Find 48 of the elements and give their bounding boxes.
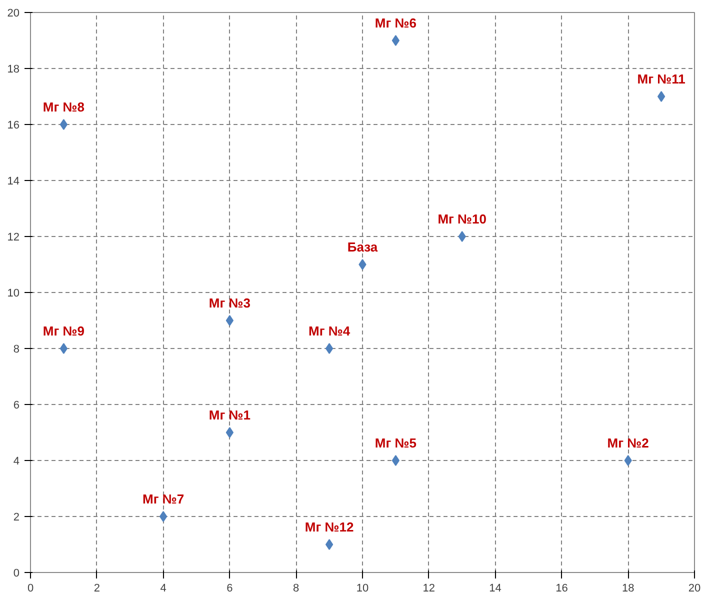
x-tick-label: 6 bbox=[226, 582, 233, 594]
x-tick-label: 8 bbox=[293, 582, 300, 594]
y-tick-label: 0 bbox=[13, 568, 20, 580]
point bbox=[657, 91, 666, 102]
y-tick-label: 20 bbox=[7, 8, 20, 20]
x-tick-label: 20 bbox=[688, 582, 701, 594]
annotation: Мг №11 bbox=[637, 72, 686, 86]
x-tick-label: 4 bbox=[160, 582, 166, 594]
point bbox=[159, 511, 168, 522]
annotation: Мг №4 bbox=[308, 324, 351, 338]
annotation: Мг №10 bbox=[438, 212, 487, 226]
y-tick-label: 6 bbox=[13, 400, 20, 412]
annotation: Мг №9 bbox=[42, 324, 84, 338]
x-tick-label: 14 bbox=[489, 582, 502, 594]
y-tick-label: 18 bbox=[7, 64, 20, 76]
y-tick-label: 10 bbox=[7, 288, 20, 300]
point bbox=[392, 455, 400, 466]
point bbox=[458, 231, 466, 242]
annotation: Мг №2 bbox=[607, 436, 649, 450]
annotation: Мг №5 bbox=[374, 436, 416, 450]
y-tick-label: 4 bbox=[13, 456, 20, 468]
point bbox=[325, 343, 334, 354]
y-tick-label: 8 bbox=[13, 344, 20, 356]
annotation: Мг №6 bbox=[374, 16, 416, 30]
annotation: Мг №1 bbox=[208, 408, 250, 422]
point bbox=[325, 539, 334, 550]
point bbox=[60, 343, 68, 354]
x-tick-label: 2 bbox=[94, 582, 100, 594]
x-tick-label: 0 bbox=[27, 582, 34, 594]
x-tick-label: 16 bbox=[556, 582, 568, 594]
point bbox=[392, 35, 400, 46]
y-tick-label: 2 bbox=[13, 512, 20, 524]
y-tick-label: 16 bbox=[7, 120, 20, 132]
annotation: База bbox=[347, 240, 378, 254]
annotation: Мг №12 bbox=[304, 520, 354, 534]
point bbox=[226, 315, 234, 326]
x-tick-label: 12 bbox=[422, 582, 436, 594]
point bbox=[358, 259, 366, 270]
point bbox=[60, 119, 68, 130]
x-tick-label: 18 bbox=[622, 582, 634, 594]
y-tick-label: 14 bbox=[7, 176, 20, 188]
annotation: Мг №8 bbox=[42, 100, 84, 114]
annotation: Мг №7 bbox=[142, 492, 184, 506]
x-tick-label: 10 bbox=[356, 582, 369, 594]
point bbox=[226, 427, 234, 438]
y-tick-label: 12 bbox=[7, 232, 20, 244]
point bbox=[624, 455, 632, 466]
annotation: Мг №3 bbox=[208, 296, 250, 310]
